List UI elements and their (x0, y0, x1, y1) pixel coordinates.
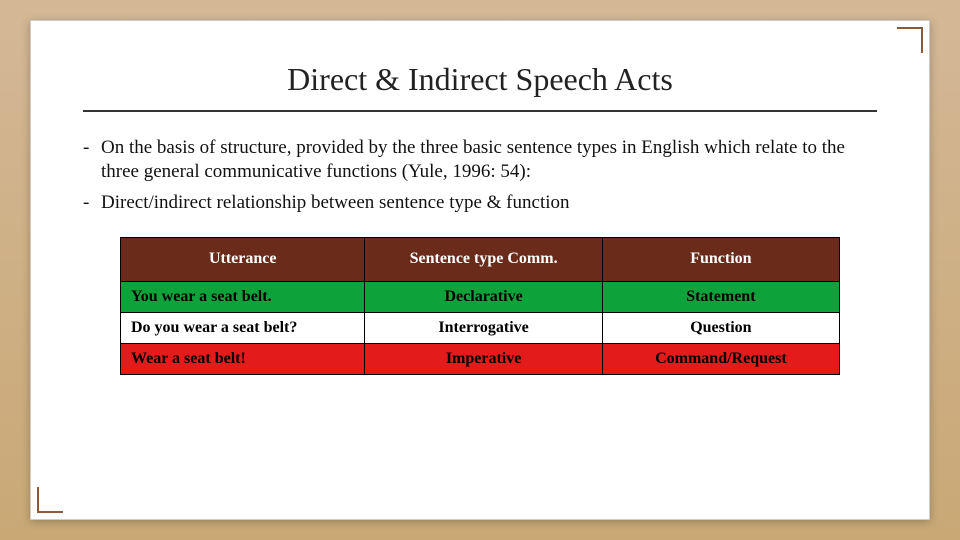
title-divider (83, 110, 877, 112)
cell-function: Command/Request (602, 343, 839, 374)
cell-type: Declarative (365, 281, 602, 312)
cell-utterance: You wear a seat belt. (121, 281, 365, 312)
cell-function: Question (602, 312, 839, 343)
bullet-item: On the basis of structure, provided by t… (79, 136, 881, 185)
th-function: Function (602, 237, 839, 281)
cell-type: Imperative (365, 343, 602, 374)
th-utterance: Utterance (121, 237, 365, 281)
cell-function: Statement (602, 281, 839, 312)
table-row: Wear a seat belt! Imperative Command/Req… (121, 343, 840, 374)
cell-utterance: Do you wear a seat belt? (121, 312, 365, 343)
slide: Direct & Indirect Speech Acts On the bas… (30, 20, 930, 520)
table-header-row: Utterance Sentence type Comm. Function (121, 237, 840, 281)
table-row: You wear a seat belt. Declarative Statem… (121, 281, 840, 312)
cell-type: Interrogative (365, 312, 602, 343)
slide-title: Direct & Indirect Speech Acts (79, 51, 881, 110)
cell-utterance: Wear a seat belt! (121, 343, 365, 374)
speech-acts-table: Utterance Sentence type Comm. Function Y… (120, 237, 840, 375)
th-sentence-type: Sentence type Comm. (365, 237, 602, 281)
bullet-item: Direct/indirect relationship between sen… (79, 191, 881, 215)
table-row: Do you wear a seat belt? Interrogative Q… (121, 312, 840, 343)
bullet-list: On the basis of structure, provided by t… (79, 136, 881, 215)
